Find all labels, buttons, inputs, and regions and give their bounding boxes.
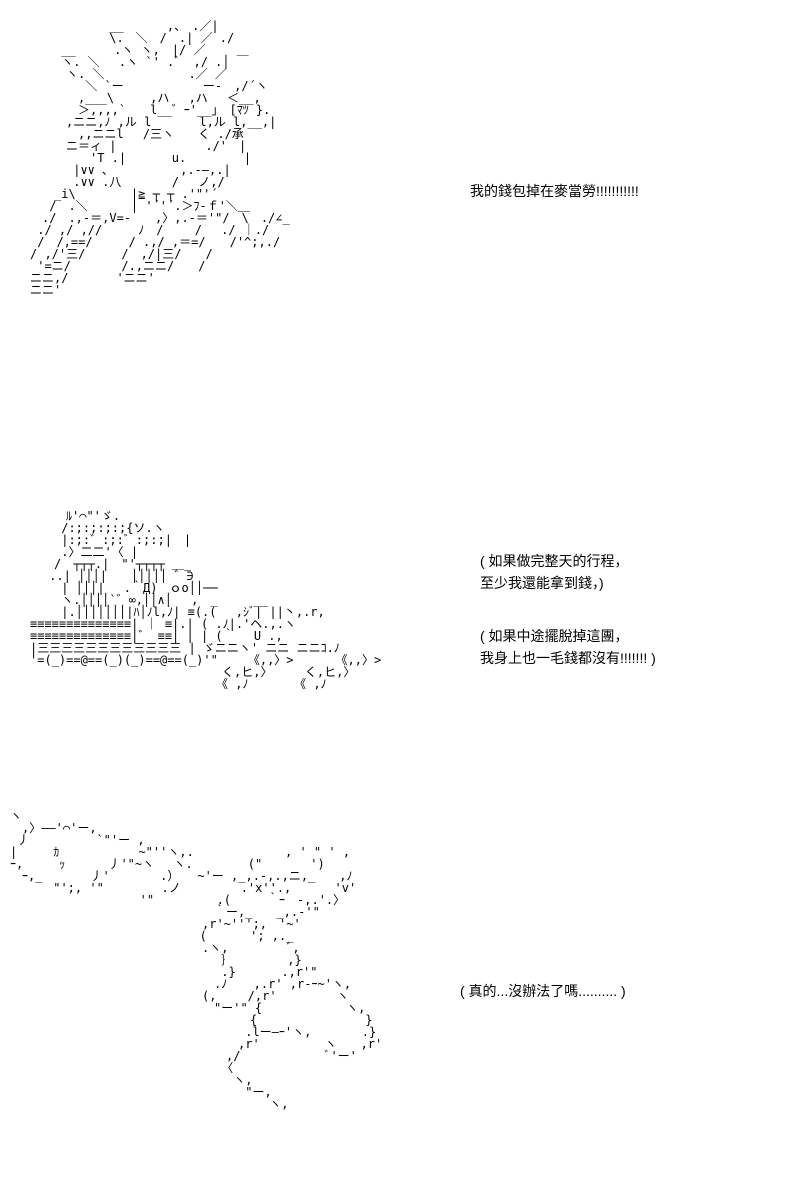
ascii-art-bubbles: ヽ ,〉――'⌒'ー, 丿 `"'ー , | ｶ ~"''ヽ,. , ' " '…	[10, 810, 390, 1110]
dialogue-2a: ( 如果做完整天的行程， 至少我還能拿到錢，)	[480, 550, 656, 595]
ascii-art-cart: ﾙ'⌒"'ゞ. /:;:;:;:;{ソ.ヽ |:;:゛:;:゛:;:;| | .…	[30, 510, 450, 690]
dialogue-group-2: ( 如果做完整天的行程， 至少我還能拿到錢，) ( 如果中途擺脫掉這團， 我身上…	[480, 550, 656, 700]
panel-1: __ ,、 .／| \. ＼ / .| ／ ./ __ .ヽ ヽ, |/ ／ ＿…	[30, 20, 770, 296]
dialogue-3: ( 真的...沒辦法了嗎.......... )	[460, 980, 626, 1002]
panel-3: ヽ ,〉――'⌒'ー, 丿 `"'ー , | ｶ ~"''ヽ,. , ' " '…	[10, 810, 770, 1110]
panel-2: ﾙ'⌒"'ゞ. /:;:;:;:;{ソ.ヽ |:;:゛:;:゛:;:;| | .…	[30, 510, 770, 690]
dialogue-1: 我的錢包掉在麥當勞!!!!!!!!!!!	[470, 180, 639, 202]
dialogue-2b: ( 如果中途擺脫掉這團， 我身上也一毛錢都沒有!!!!!!! )	[480, 625, 656, 670]
ascii-art-face: __ ,、 .／| \. ＼ / .| ／ ./ __ .ヽ ヽ, |/ ／ ＿…	[30, 20, 390, 296]
